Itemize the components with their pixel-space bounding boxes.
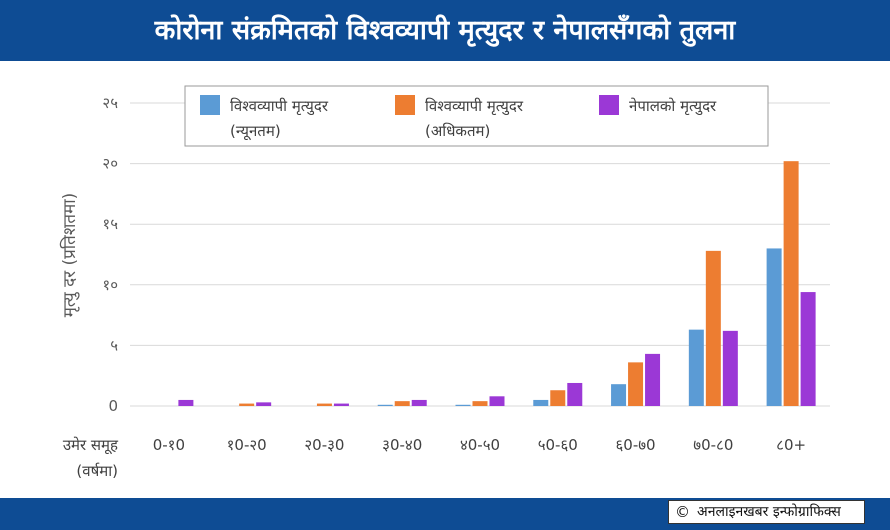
- x-tick-label: २0-३0: [304, 436, 344, 454]
- bar: [800, 292, 816, 406]
- bar: [489, 396, 505, 406]
- x-tick-label: ४0-५0: [460, 436, 500, 454]
- legend-label-detail: (न्यूनतम): [230, 122, 281, 141]
- x-tick-label: ८0+: [776, 436, 806, 454]
- bar: [628, 362, 644, 406]
- y-tick-label: १५: [102, 215, 118, 233]
- bar: [611, 384, 627, 406]
- y-axis-ticks: 0 ५ १० १५ २० २५: [102, 94, 118, 415]
- x-tick-label: ७0-८0: [693, 436, 733, 454]
- legend-label: विश्वव्यापी मृत्युदर: [425, 97, 524, 116]
- bar: [316, 403, 332, 406]
- credit-text: अनलाइनखबर इन्फोग्राफिक्स: [697, 504, 841, 520]
- legend-swatch: [599, 95, 619, 115]
- x-tick-label: ६0-७0: [616, 436, 656, 454]
- legend-label: विश्वव्यापी मृत्युदर: [230, 97, 329, 116]
- legend-box: [184, 85, 769, 147]
- x-axis-label-unit: (वर्षमा): [76, 462, 118, 480]
- bar: [705, 250, 721, 406]
- x-axis-ticks: 0-१0 १0-२0 २0-३0 ३0-४0 ४0-५0 ५0-६0 ६0-७0 ७0-८0 ८…: [153, 436, 806, 454]
- x-tick-label: ३0-४0: [382, 436, 422, 454]
- legend-swatch: [200, 95, 220, 115]
- y-axis-label: मृत्यु दर (प्रतिशतमा): [59, 193, 80, 318]
- y-tick-label: ५: [110, 336, 118, 354]
- copyright-icon: ©: [675, 503, 690, 521]
- legend: विश्वव्यापी मृत्युदर (न्यूनतम) विश्वव्यापी…: [184, 85, 769, 147]
- bar: [783, 161, 799, 406]
- bar: [472, 401, 488, 406]
- y-tick-label: २०: [102, 155, 118, 173]
- credit-box: © अनलाइनखबर इन्फोग्राफिक्स: [668, 500, 865, 524]
- bar: [533, 399, 549, 406]
- legend-label: नेपालको मृत्युदर: [629, 97, 717, 116]
- x-tick-label: 0-१0: [153, 436, 185, 454]
- bar: [377, 404, 393, 406]
- bar: [394, 401, 410, 406]
- bar: [256, 402, 272, 406]
- x-tick-label: ५0-६0: [538, 436, 578, 454]
- x-axis-label: उमेर समूह: [63, 436, 119, 455]
- y-tick-label: २५: [102, 94, 118, 112]
- bar: [550, 390, 566, 406]
- bar: [567, 382, 583, 406]
- bar: [411, 399, 427, 406]
- bars: [178, 161, 816, 406]
- legend-swatch: [395, 95, 415, 115]
- bar: [766, 248, 782, 406]
- page-title: कोरोना संक्रमितको विश्वव्यापी मृत्युदर र…: [154, 15, 736, 46]
- bar: [688, 329, 704, 406]
- y-tick-label: 0: [108, 397, 118, 415]
- title-bar: कोरोना संक्रमितको विश्वव्यापी मृत्युदर र…: [0, 0, 890, 61]
- bar: [722, 330, 738, 406]
- bar: [333, 403, 349, 406]
- bar: [455, 404, 471, 406]
- x-tick-label: १0-२0: [227, 436, 267, 454]
- legend-label-detail: (अधिकतम): [425, 122, 490, 140]
- bar: [178, 399, 194, 406]
- bar: [645, 353, 661, 406]
- bar: [239, 403, 255, 406]
- y-tick-label: १०: [102, 276, 118, 294]
